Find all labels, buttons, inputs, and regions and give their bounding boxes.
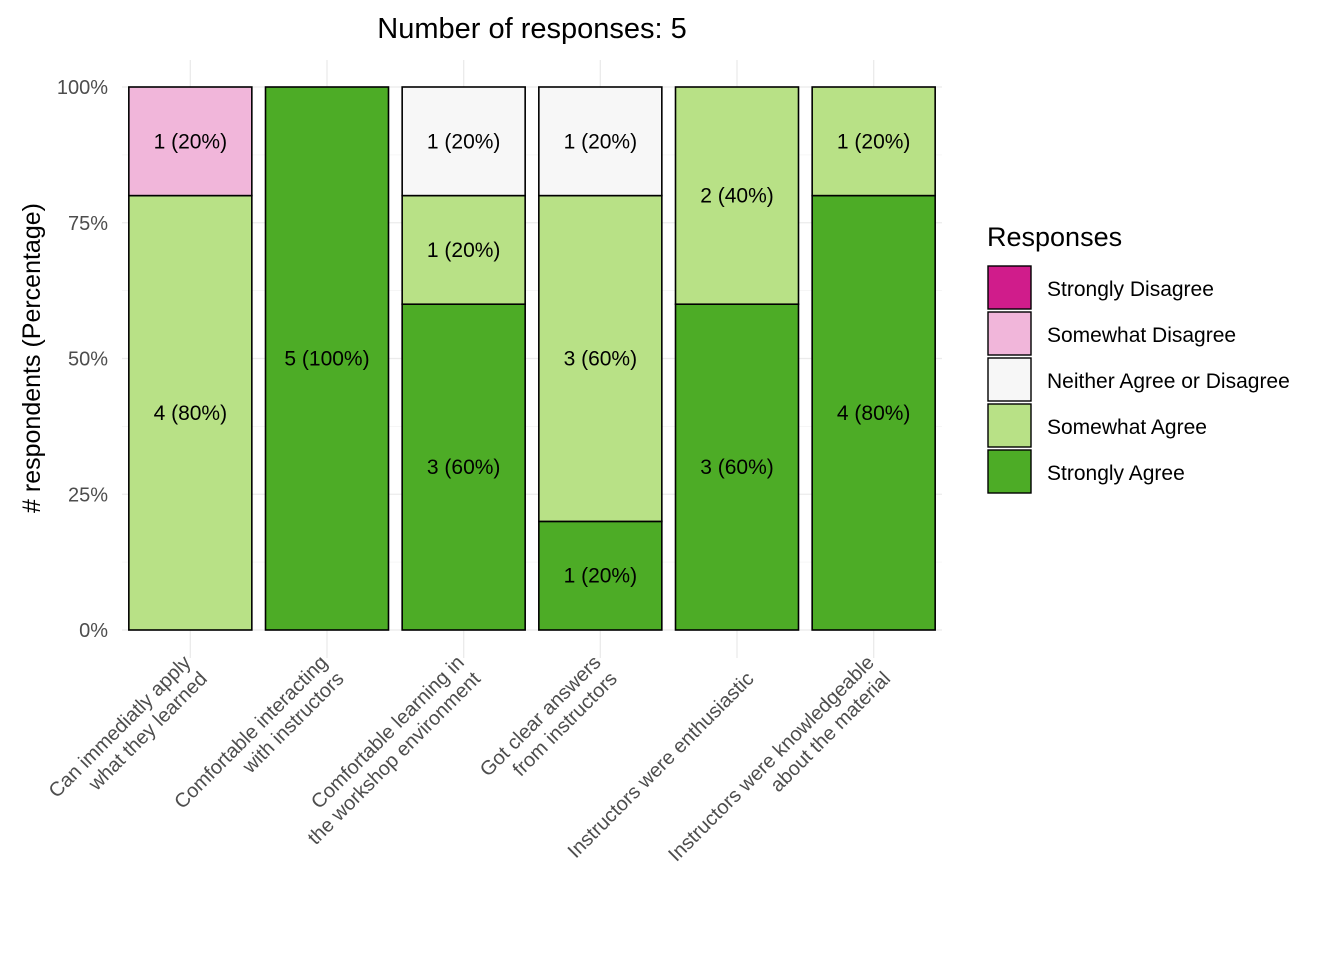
data-label: 5 (100%) (284, 348, 369, 371)
legend-swatch (987, 449, 1032, 494)
bar-segment (128, 194, 253, 631)
bar-segment (264, 86, 390, 631)
y-tick-label: 75% (68, 213, 108, 235)
legend-swatch (987, 403, 1032, 448)
legend-entry: Neither Agree or Disagree (1047, 370, 1290, 393)
y-tick-label: 50% (68, 349, 108, 371)
legend-entry: Somewhat Agree (1047, 416, 1207, 439)
y-tick-label: 0% (79, 620, 108, 642)
legend-swatch (987, 311, 1032, 356)
x-tick-label-line: Instructors were knowledgeable (664, 652, 878, 866)
data-label: 3 (60%) (427, 456, 501, 479)
legend-swatch (987, 357, 1032, 402)
data-label: 1 (20%) (564, 565, 638, 588)
bar-segment (674, 303, 800, 631)
legend: Responses Strongly Disagree Somewhat Disa… (987, 222, 1290, 494)
y-tick-label: 25% (68, 484, 108, 506)
x-tick-label-line: Can immediatly apply (45, 652, 196, 803)
segment-labels: 4 (80%) 1 (20%) 5 (100%) 3 (60%) 1 (20%) 1 (2… (154, 130, 911, 587)
data-label: 1 (20%) (427, 130, 501, 153)
legend-entry: Strongly Disagree (1047, 278, 1214, 301)
bar-segment (811, 194, 936, 631)
legend-entry: Somewhat Disagree (1047, 324, 1236, 347)
bar-segment (674, 86, 800, 305)
chart-title: Number of responses: 5 (377, 13, 686, 45)
bar-segment (401, 303, 526, 631)
data-label: 1 (20%) (837, 130, 911, 153)
y-axis-title: # respondents (Percentage) (18, 203, 46, 513)
data-label: 4 (80%) (837, 402, 911, 425)
data-label: 1 (20%) (427, 239, 501, 262)
data-label: 1 (20%) (564, 130, 638, 153)
legend-title: Responses (987, 222, 1122, 252)
data-label: 4 (80%) (154, 402, 228, 425)
y-tick-label: 100% (57, 77, 108, 99)
bars (128, 86, 936, 631)
y-axis: 0% 25% 50% 75% 100% (57, 77, 108, 642)
bar-segment (538, 86, 663, 197)
legend-entry: Strongly Agree (1047, 462, 1185, 485)
bar-segment (128, 86, 253, 197)
bar-segment (401, 86, 526, 197)
bar-segment (401, 194, 526, 306)
bar-segment (811, 86, 936, 197)
bar-segment (538, 194, 663, 523)
legend-swatch (987, 265, 1032, 310)
data-label: 1 (20%) (154, 130, 228, 153)
data-label: 3 (60%) (700, 456, 774, 479)
data-label: 3 (60%) (564, 348, 638, 371)
data-label: 2 (40%) (700, 185, 774, 208)
